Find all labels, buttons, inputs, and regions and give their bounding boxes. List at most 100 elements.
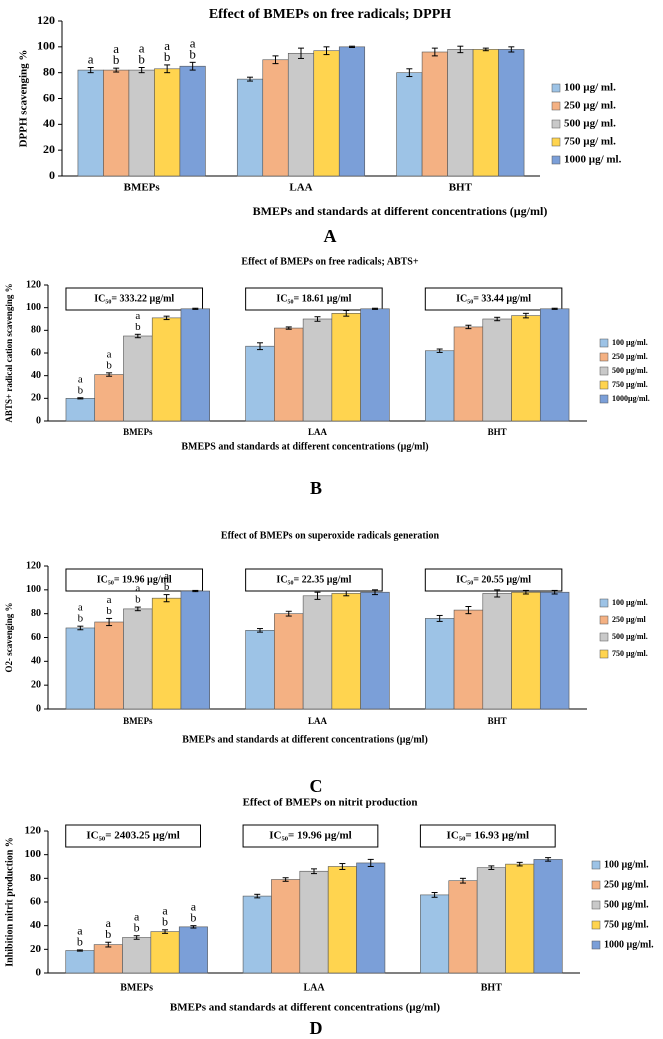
significance-letter: b <box>77 935 83 949</box>
bar <box>539 591 570 710</box>
bar <box>313 50 340 177</box>
bar <box>179 65 206 177</box>
y-tick-label: 80 <box>31 325 41 336</box>
x-tick-label: BMEPs <box>124 182 161 194</box>
significance-letter: b <box>162 915 168 929</box>
bar <box>302 318 333 422</box>
ic50-label: IC₅₀= 19.96 µg/ml <box>269 830 351 842</box>
significance-letter: b <box>106 359 112 371</box>
panel-letter: C <box>310 776 323 796</box>
y-tick-label: 120 <box>37 13 55 27</box>
x-tick-label: LAA <box>308 716 328 726</box>
bar <box>482 593 512 710</box>
y-tick-label: 100 <box>26 584 41 595</box>
legend-swatch <box>551 155 561 165</box>
legend-swatch <box>591 940 601 950</box>
bar <box>150 931 180 974</box>
y-tick-label: 0 <box>36 415 41 426</box>
x-tick-label: BMEPs <box>123 427 153 437</box>
y-tick-label: 40 <box>30 919 42 931</box>
legend-label: 100 µg/ml. <box>612 338 648 347</box>
significance-letter: b <box>78 613 84 625</box>
y-tick-label: 20 <box>31 679 41 690</box>
ic50-label: IC₅₀= 20.55 µg/ml <box>456 574 531 585</box>
x-axis-label: BMEPs and standards at different concent… <box>170 1002 440 1014</box>
bar <box>327 866 357 974</box>
y-tick-label: 20 <box>30 943 42 955</box>
y-tick-label: 40 <box>31 656 41 667</box>
significance-letter: a <box>164 38 170 53</box>
ic50-box <box>65 824 202 848</box>
bar <box>338 46 366 177</box>
x-tick-label: BMEPs <box>123 716 153 726</box>
y-tick-label: 120 <box>26 560 41 571</box>
y-tick-label: 40 <box>31 370 41 381</box>
legend-label: 1000 µg/ml. <box>604 939 654 950</box>
chart-title: Effect of BMEPs on free radicals; ABTS+ <box>241 256 418 267</box>
significance-letter: a <box>106 916 112 930</box>
bar <box>94 374 124 422</box>
ic50-box <box>65 287 204 311</box>
bar <box>123 335 153 422</box>
legend-swatch <box>599 380 609 390</box>
bar <box>453 326 484 422</box>
bar <box>178 926 208 974</box>
x-axis-label: BMEPS and standards at different concent… <box>181 441 428 452</box>
bar <box>242 895 272 974</box>
legend-label: 100 µg/ml. <box>612 598 648 607</box>
x-tick-label: LAA <box>303 982 325 993</box>
ic50-label: IC₅₀= 22.35 µg/ml <box>276 574 351 585</box>
bar <box>65 398 96 422</box>
bar <box>94 621 124 710</box>
bar <box>128 69 155 177</box>
significance-letter: a <box>113 41 119 56</box>
legend-swatch <box>551 119 561 129</box>
bar <box>122 937 152 974</box>
y-tick-label: 80 <box>30 872 42 884</box>
legend-label: 750 µg/ ml. <box>564 136 616 148</box>
bar <box>123 608 153 710</box>
y-tick-label: 40 <box>43 116 55 130</box>
ic50-box <box>419 824 556 848</box>
chart-title: Effect of BMEPs on superoxide radicals g… <box>221 530 440 541</box>
legend-label: 500 µg/ml. <box>612 366 648 375</box>
y-tick-label: 0 <box>36 967 42 979</box>
legend-swatch <box>551 137 561 147</box>
significance-letter: b <box>113 52 120 67</box>
legend-swatch <box>591 880 601 890</box>
legend-swatch <box>551 101 561 111</box>
bar <box>93 944 123 974</box>
bar <box>505 863 535 974</box>
legend-label: 250 µg/ml <box>612 615 646 624</box>
bar <box>533 859 563 974</box>
panel-letter: B <box>310 478 322 498</box>
bar <box>236 78 264 177</box>
bar <box>539 308 570 422</box>
ic50-box <box>245 568 383 592</box>
bar <box>476 867 506 974</box>
y-axis-label: ABTS+ radical cation scavenging % <box>4 283 14 422</box>
legend-swatch <box>599 352 609 362</box>
legend-label: 250 µg/ ml. <box>564 100 616 112</box>
bar <box>245 630 275 710</box>
bar <box>356 862 386 974</box>
legend-label: 750 µg/ml. <box>612 649 648 658</box>
legend-swatch <box>599 394 609 404</box>
significance-letter: a <box>135 583 140 595</box>
ic50-box <box>424 287 563 311</box>
legend-label: 1000µg/ml. <box>612 394 650 403</box>
panel-letter: D <box>310 1018 323 1038</box>
significance-letter: a <box>164 570 169 582</box>
x-tick-label: BMEPs <box>120 982 153 993</box>
bar <box>65 627 96 710</box>
bar <box>262 59 289 177</box>
significance-letter: a <box>78 602 83 614</box>
legend-label: 750 µg/ml. <box>604 919 649 930</box>
bar <box>511 315 541 422</box>
significance-letter: a <box>78 373 83 385</box>
bar <box>151 317 182 422</box>
bar <box>271 879 301 974</box>
bar <box>498 49 525 177</box>
y-tick-label: 100 <box>37 39 55 53</box>
